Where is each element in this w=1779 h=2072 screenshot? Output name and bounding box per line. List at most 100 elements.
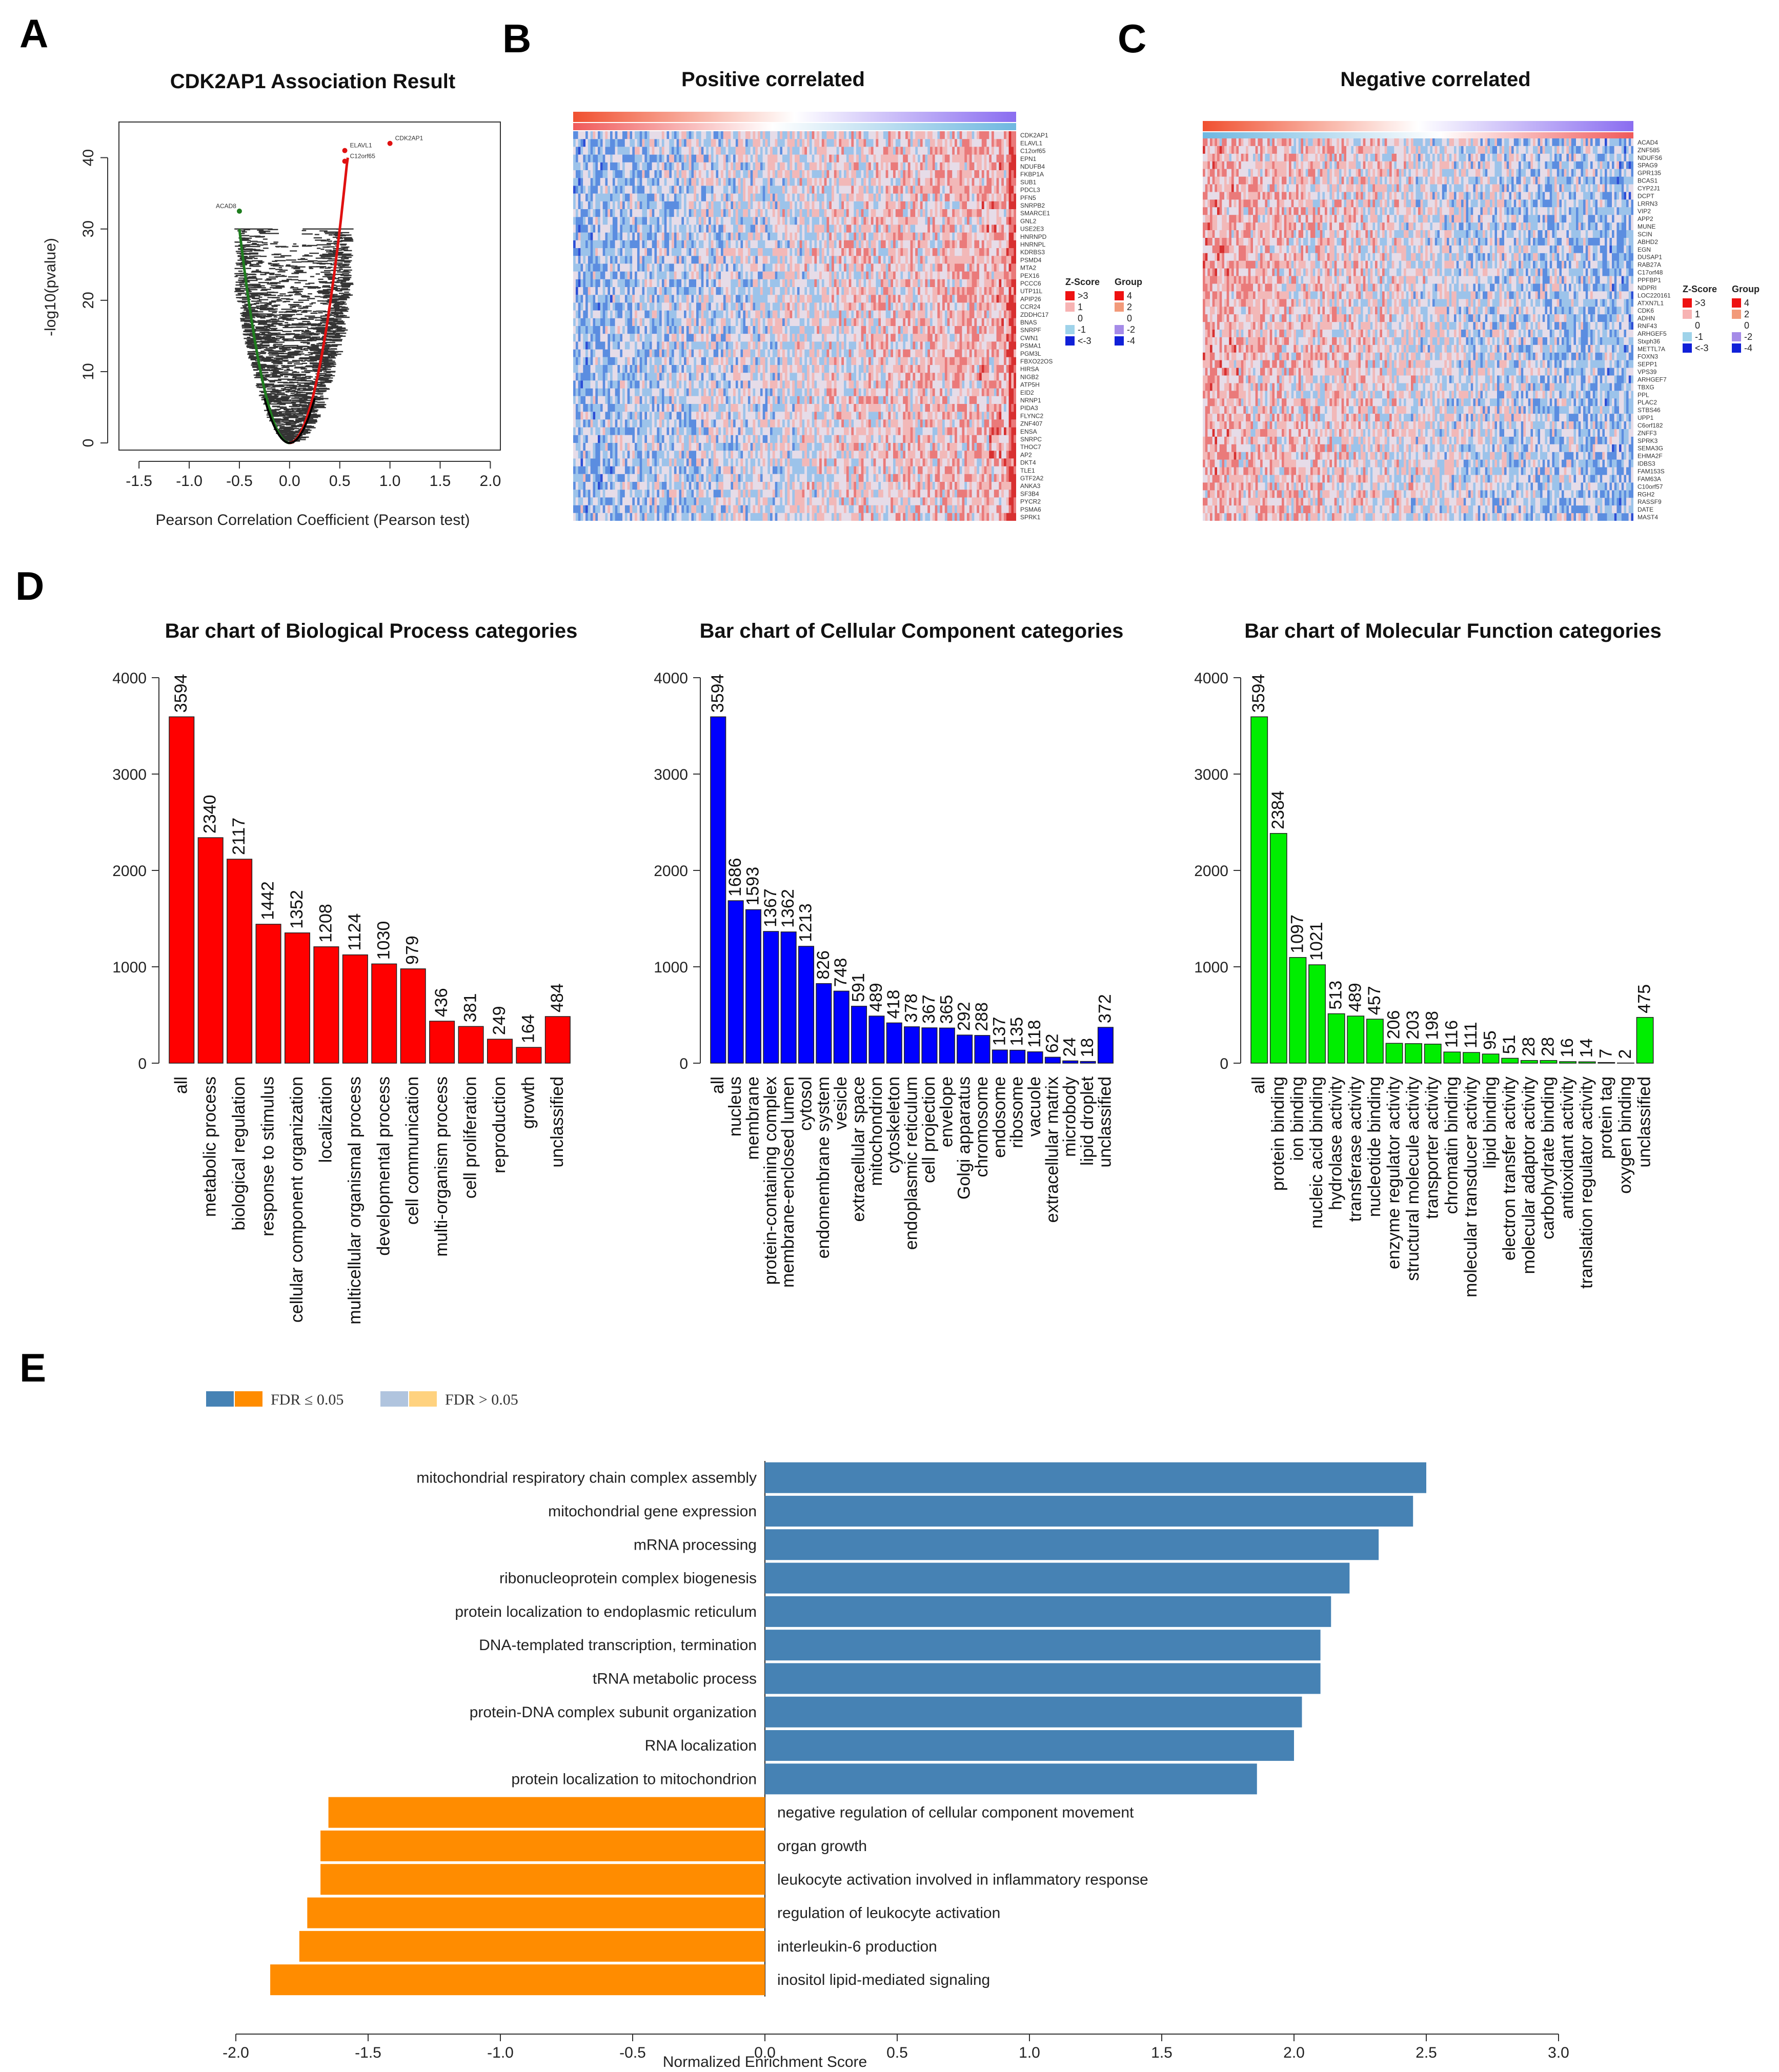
legend-fdr-significant: FDR ≤ 0.05 bbox=[271, 1391, 343, 1408]
heatmap-gene-label: DATE bbox=[1638, 506, 1653, 513]
cc-title: Bar chart of Cellular Component categori… bbox=[700, 620, 1124, 642]
cc-category-label: mitochondrion bbox=[866, 1076, 886, 1186]
mf-bar-value: 2384 bbox=[1268, 790, 1288, 829]
heatmap-cells-level-2 bbox=[573, 131, 1006, 521]
volcano-x-axis: -1.5 -1.0 -0.5 0.0 0.5 1.0 1.5 2.0 bbox=[126, 461, 501, 490]
mf-bar-value: 206 bbox=[1384, 1010, 1404, 1040]
bp-category-label: developmental process bbox=[374, 1076, 393, 1256]
gsea-enrichment-chart: FDR ≤ 0.05 FDR > 0.05 mitochondrial resp… bbox=[206, 1391, 1569, 2070]
gsea-term-label: organ growth bbox=[777, 1838, 867, 1855]
cc-bar bbox=[957, 1034, 973, 1064]
heatmap-gene-label: EID2 bbox=[1020, 389, 1034, 396]
heatmap-gene-label: PGM3L bbox=[1020, 350, 1041, 357]
mf-category-label: transporter activity bbox=[1423, 1076, 1442, 1219]
mf-bar bbox=[1636, 1017, 1654, 1064]
heatmap-gene-label: DKT4 bbox=[1020, 459, 1036, 466]
volcano-x-tick-label: -0.5 bbox=[226, 473, 253, 490]
legend-zscore-swatch bbox=[1065, 336, 1075, 346]
cc-category-label: ribosome bbox=[1007, 1076, 1027, 1148]
legend-zscore-title: Z-Score bbox=[1065, 277, 1100, 287]
heatmap-cells-level-4 bbox=[578, 131, 1016, 521]
gsea-bar bbox=[299, 1931, 765, 1962]
panel-letter-b: B bbox=[502, 16, 531, 61]
legend-group-swatch bbox=[1732, 321, 1741, 330]
legend-group-label: 2 bbox=[1744, 309, 1749, 319]
cc-bar bbox=[745, 909, 761, 1064]
bar-chart-molecular-function: Bar chart of Molecular Function categori… bbox=[1194, 620, 1662, 1297]
mf-category-label: nucleotide binding bbox=[1365, 1076, 1384, 1217]
cc-y-tick-label: 4000 bbox=[654, 670, 688, 687]
heatmap-gene-label: C6orf182 bbox=[1638, 422, 1663, 429]
legend-group-swatch bbox=[1732, 298, 1741, 308]
mf-bar-value: 198 bbox=[1423, 1011, 1442, 1040]
heatmap-gene-label: ARHGEF5 bbox=[1638, 330, 1667, 337]
heatmap-gene-label: FOXN3 bbox=[1638, 353, 1658, 360]
heatmap-gene-label: Stxph36 bbox=[1638, 338, 1660, 345]
heatmap-gene-label: ABHD2 bbox=[1638, 238, 1658, 246]
mf-y-tick-label: 1000 bbox=[1194, 959, 1228, 976]
heatmap-gene-label: FKBP1A bbox=[1020, 171, 1044, 178]
cc-category-label: cytoskeleton bbox=[884, 1076, 903, 1173]
heatmap-positive-group-bar bbox=[573, 112, 1016, 122]
gsea-term-label: mitochondrial respiratory chain complex … bbox=[416, 1470, 757, 1487]
heatmap-negative-corr-bar bbox=[1203, 132, 1633, 138]
heatmap-gene-label: C17orf48 bbox=[1638, 269, 1663, 276]
cc-bar-value: 18 bbox=[1078, 1038, 1097, 1058]
mf-bar bbox=[1250, 716, 1268, 1064]
mf-category-label: lipid binding bbox=[1481, 1076, 1500, 1169]
heatmap-gene-label: ADHN bbox=[1638, 315, 1655, 322]
bp-bar-value: 979 bbox=[403, 936, 422, 965]
heatmap-positive-gene-labels: CDK2AP1ELAVL1C12orf65EPN1NDUFB4FKBP1ASUB… bbox=[1020, 132, 1053, 521]
mf-bar bbox=[1443, 1051, 1461, 1064]
bp-bar-value: 1030 bbox=[374, 921, 393, 960]
heatmap-gene-label: NDUFS6 bbox=[1638, 154, 1662, 161]
gsea-x-axis: -2.0 -1.5 -1.0 -0.5 0.0 0.5 1.0 1.5 2.0 2.5 3.0 bbox=[223, 2034, 1569, 2061]
mf-category-label: structural molecule activity bbox=[1403, 1076, 1423, 1281]
gsea-bar bbox=[765, 1529, 1379, 1560]
volcano-x-tick-label: 1.0 bbox=[379, 473, 401, 490]
bp-bar bbox=[371, 963, 397, 1064]
heatmap-gene-label: VPS39 bbox=[1638, 369, 1657, 376]
cc-bar-value: 292 bbox=[955, 1002, 974, 1031]
mf-category-label: enzyme regulator activity bbox=[1384, 1076, 1404, 1269]
heatmap-cells-level-3 bbox=[573, 131, 1009, 521]
cc-bar-value: 748 bbox=[831, 958, 851, 987]
heatmap-gene-label: VIP2 bbox=[1638, 208, 1651, 215]
mf-category-label: oxygen binding bbox=[1615, 1076, 1635, 1194]
gsea-bar bbox=[320, 1830, 765, 1861]
cc-bar bbox=[886, 1022, 902, 1064]
heatmap-gene-label: PCCC6 bbox=[1020, 280, 1041, 287]
heatmap-gene-label: HNRNPL bbox=[1020, 241, 1046, 248]
mf-category-label: hydrolase activity bbox=[1326, 1076, 1346, 1210]
bp-category-label: cell communication bbox=[403, 1076, 422, 1225]
heatmap-negative: Negative correlated ACAD4ZNF585NDUFS6SPA… bbox=[1203, 68, 1760, 521]
mf-bar bbox=[1308, 964, 1326, 1064]
volcano-plot: CDK2AP1 Association Result -1.5 -1.0 -0.5 0… bbox=[42, 70, 501, 529]
heatmap-gene-label: ENSA bbox=[1020, 428, 1037, 435]
cc-category-label: extracellular space bbox=[849, 1076, 868, 1222]
legend-zscore-swatch bbox=[1683, 343, 1692, 353]
mf-bar bbox=[1482, 1053, 1500, 1064]
mf-bar-value: 28 bbox=[1519, 1037, 1539, 1057]
heatmap-gene-label: ZDDHC17 bbox=[1020, 311, 1049, 318]
cc-y-tick-label: 0 bbox=[679, 1055, 688, 1072]
bp-y-tick-label: 2000 bbox=[112, 863, 147, 880]
legend-group-swatch bbox=[1115, 291, 1124, 300]
legend-zscore-label: -1 bbox=[1695, 332, 1703, 342]
gsea-bar bbox=[270, 1964, 765, 1996]
heatmap-gene-label: HIRSA bbox=[1020, 365, 1039, 373]
cc-bar bbox=[763, 931, 779, 1064]
gsea-term-label: RNA localization bbox=[645, 1737, 757, 1754]
mf-y-tick-label: 0 bbox=[1220, 1055, 1228, 1072]
cc-category-label: cytosol bbox=[796, 1076, 816, 1131]
gsea-x-tick-label: -2.0 bbox=[223, 2044, 249, 2061]
gsea-x-tick-label: -1.0 bbox=[487, 2044, 514, 2061]
mf-bar-value: 28 bbox=[1538, 1037, 1558, 1057]
cc-bar bbox=[1097, 1027, 1114, 1064]
heatmap-gene-label: PPL bbox=[1638, 391, 1649, 398]
cc-category-label: vacuole bbox=[1025, 1076, 1044, 1136]
heatmap-gene-label: SF3B4 bbox=[1020, 490, 1039, 497]
panel-letter-d: D bbox=[15, 563, 44, 608]
heatmap-cells-level-6 bbox=[979, 131, 1016, 521]
bp-bar bbox=[458, 1026, 484, 1064]
